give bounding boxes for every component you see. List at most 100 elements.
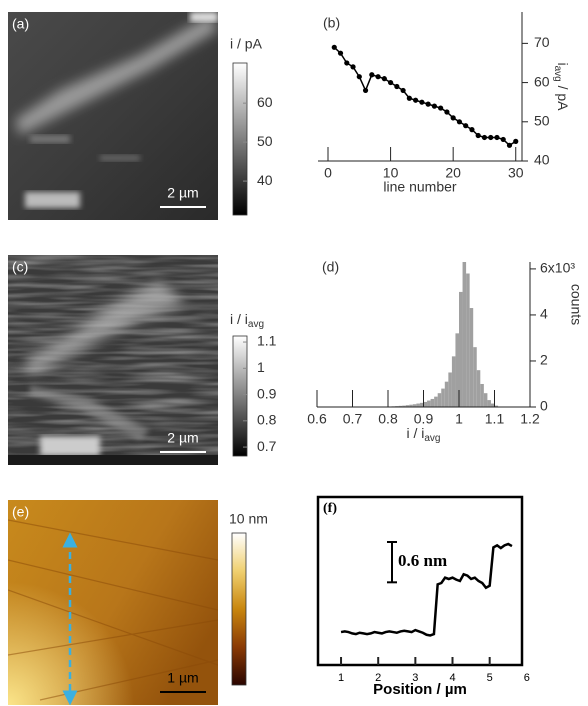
data-point xyxy=(350,64,356,70)
histogram-bar xyxy=(434,396,438,407)
data-point xyxy=(406,95,412,101)
data-point xyxy=(425,101,431,107)
panel-label: (f) xyxy=(323,501,337,516)
histogram-bar xyxy=(459,291,463,407)
colorbar xyxy=(231,532,247,686)
panel-label: (d) xyxy=(322,259,339,275)
panel-label: (e) xyxy=(12,504,29,520)
histogram-bar xyxy=(444,381,449,407)
y-tick-label: 6x10³ xyxy=(540,260,575,276)
y-tick-label: 2 xyxy=(540,352,548,368)
scale-bar-label: 1 µm xyxy=(167,670,198,686)
panel-label: (a) xyxy=(12,16,29,32)
data-point xyxy=(469,127,475,133)
x-tick-label: 4 xyxy=(449,672,455,684)
data-point xyxy=(494,134,500,141)
data-point xyxy=(356,74,362,80)
data-point xyxy=(413,97,419,103)
x-axis-label: line number xyxy=(383,179,456,195)
colorbar-tick-label: 1.1 xyxy=(257,333,277,349)
colorbar-tick-label: 0.8 xyxy=(257,412,277,428)
x-axis-label-part: i / i xyxy=(406,425,424,441)
colorbar-tick-label: 60 xyxy=(257,94,273,110)
panel-label: (c) xyxy=(12,259,28,275)
data-point xyxy=(450,115,456,121)
y-axis-label: counts xyxy=(568,284,584,325)
data-point xyxy=(475,132,481,139)
x-tick-label: 1 xyxy=(455,411,463,427)
x-tick-label: 20 xyxy=(445,165,461,181)
data-point xyxy=(506,142,513,148)
histogram-bar xyxy=(409,404,413,407)
topography-image xyxy=(8,500,218,705)
x-tick-label: 0 xyxy=(324,165,332,181)
data-point xyxy=(400,87,406,94)
data-point xyxy=(513,138,519,144)
x-tick-label: 0.6 xyxy=(307,411,327,427)
colorbar-tick-label: 50 xyxy=(257,133,273,149)
histogram-bar xyxy=(416,403,420,407)
y-tick-label: 4 xyxy=(540,306,548,322)
histogram-bar xyxy=(476,370,481,407)
data-point xyxy=(481,134,488,141)
x-tick-label: 1.2 xyxy=(520,411,540,427)
data-point xyxy=(444,109,450,115)
colorbar-label: i / pA xyxy=(230,36,263,52)
histogram-bar xyxy=(405,405,410,407)
x-axis-label: i / iavg xyxy=(406,425,440,444)
data-point xyxy=(456,119,463,125)
x-tick-label: 0.9 xyxy=(414,411,434,427)
y-tick-label: 60 xyxy=(534,73,550,89)
colorbar xyxy=(232,335,248,457)
y-axis-label-part: i xyxy=(555,62,571,65)
data-point xyxy=(344,60,350,66)
data-line xyxy=(340,542,513,637)
colorbar-tick-label: 0.9 xyxy=(257,385,277,401)
x-tick-label: 5 xyxy=(487,672,493,684)
x-axis-label-part: avg xyxy=(424,433,440,444)
y-tick-label: 0 xyxy=(540,398,548,414)
y-axis-label-part: avg xyxy=(552,66,563,82)
panel-label: (b) xyxy=(323,15,340,31)
x-tick-label: 10 xyxy=(383,165,399,181)
histogram-bar xyxy=(398,405,403,407)
histogram-bar xyxy=(437,393,442,407)
scale-bar-label: 2 µm xyxy=(167,430,198,446)
colorbar-tick-label: 0.7 xyxy=(257,438,277,454)
data-point xyxy=(387,79,394,86)
y-tick-label: 40 xyxy=(534,152,550,168)
x-tick-label: 2 xyxy=(375,672,381,684)
colorbar-label-part: i / i xyxy=(230,311,248,327)
x-tick-label: 6 xyxy=(524,672,530,684)
data-point xyxy=(394,83,400,90)
scale-bracket-label: 0.6 nm xyxy=(398,551,447,570)
histogram-bar xyxy=(402,405,406,407)
histogram-bar xyxy=(494,405,499,407)
data-point xyxy=(375,74,381,80)
x-tick-label: 1.1 xyxy=(485,411,505,427)
histogram-bar xyxy=(423,401,428,407)
histogram-bar xyxy=(455,333,459,407)
histogram-bar xyxy=(441,388,445,407)
histogram-bar xyxy=(430,398,435,407)
colorbar-label: 10 nm xyxy=(229,511,268,527)
histogram-bar xyxy=(480,383,484,407)
histogram-bar xyxy=(412,404,417,407)
normalized-map-image xyxy=(8,255,218,465)
data-point xyxy=(381,76,387,82)
data-point xyxy=(369,72,375,78)
y-axis-label-part: / pA xyxy=(555,82,571,111)
data-point xyxy=(463,123,469,129)
data-point xyxy=(331,44,337,50)
histogram-bar xyxy=(451,356,456,407)
histogram-bar xyxy=(448,372,452,407)
y-axis-label: iavg / pA xyxy=(552,62,571,111)
colorbar xyxy=(232,62,248,216)
x-tick-label: 0.8 xyxy=(378,411,398,427)
data-point xyxy=(362,87,369,94)
x-tick-label: 1 xyxy=(338,672,344,684)
histogram-bar xyxy=(466,273,470,407)
data-point xyxy=(419,99,425,105)
